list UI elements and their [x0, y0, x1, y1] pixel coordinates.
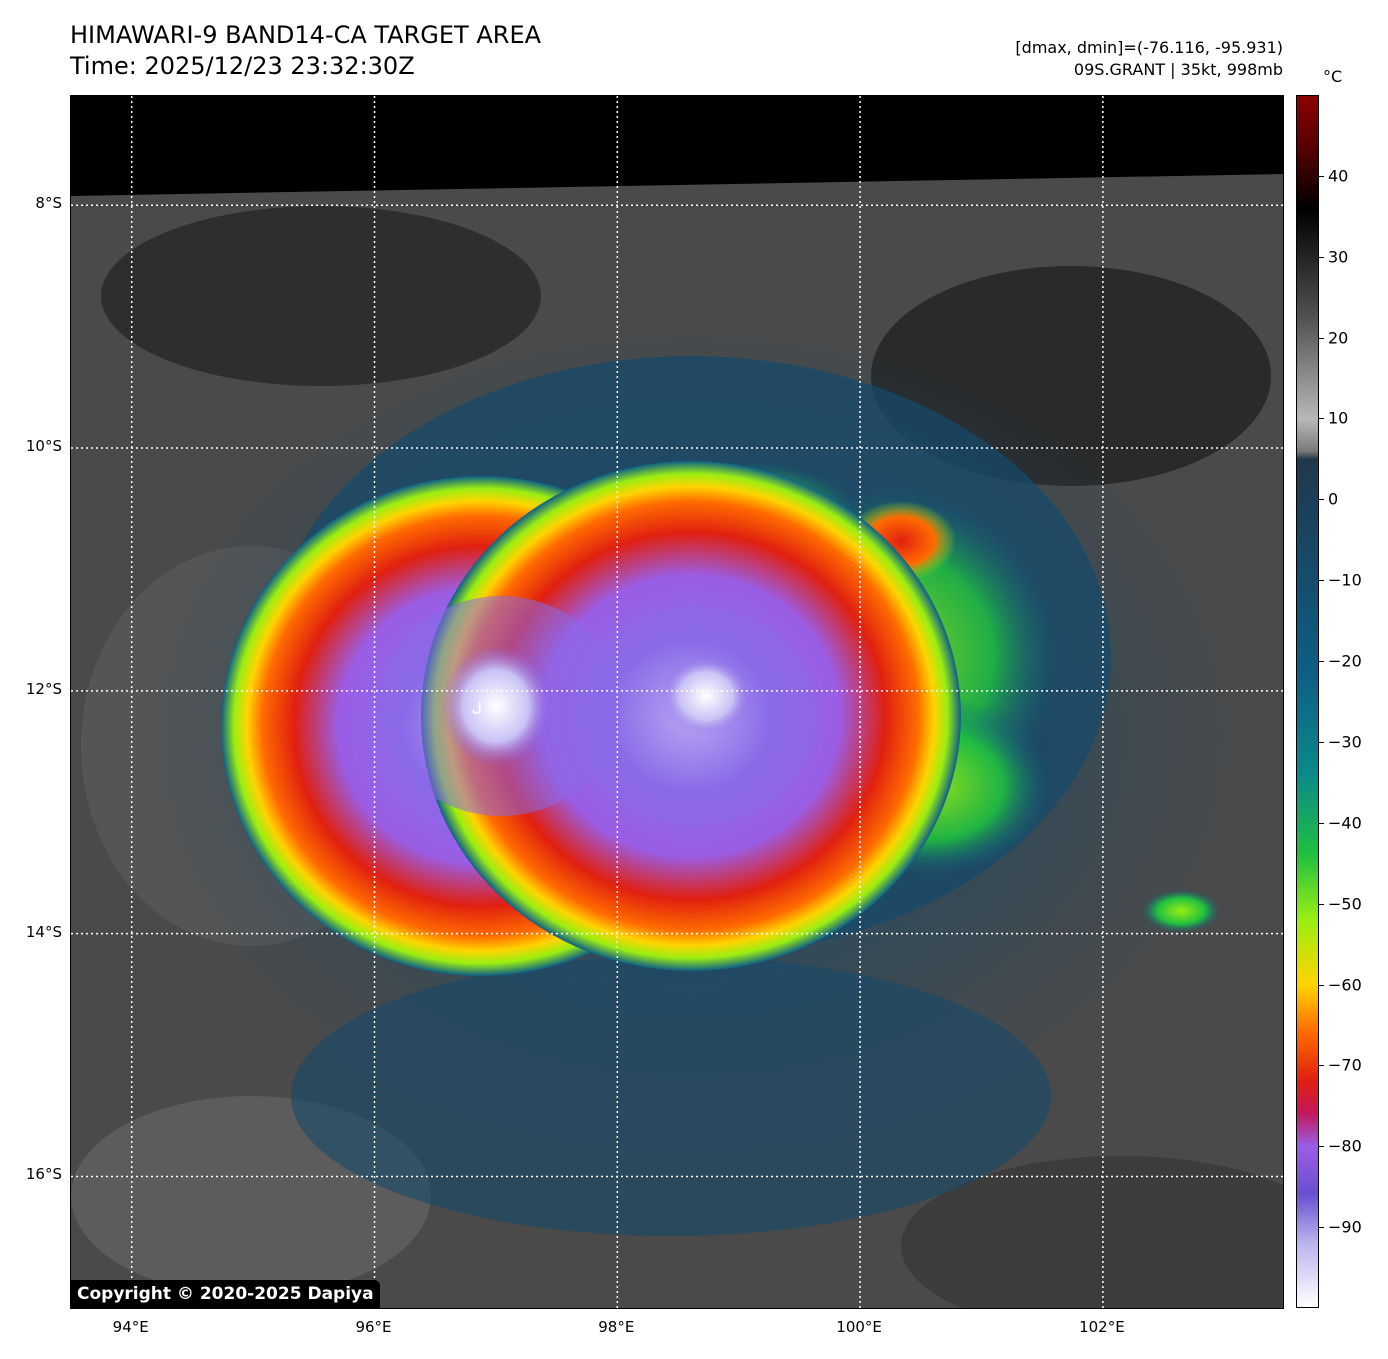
colorbar-tick-label: −50 [1328, 894, 1362, 914]
colorbar-tick [1319, 175, 1324, 177]
colorbar-tick [1319, 741, 1324, 743]
longitude-label: 102°E [1079, 1318, 1125, 1336]
longitude-label: 96°E [355, 1318, 392, 1336]
colorbar-tick [1319, 337, 1324, 339]
no-data-region [71, 96, 1283, 196]
colorbar-tick [1319, 903, 1324, 905]
colorbar-tick [1319, 418, 1324, 420]
latitude-label: 16°S [25, 1165, 62, 1184]
colorbar-tick-label: −10 [1328, 570, 1362, 590]
clear-sky-patch [901, 1156, 1283, 1308]
colorbar-tick-label: −40 [1328, 813, 1362, 833]
colorbar-tick-label: 40 [1328, 166, 1349, 186]
cirrus-shield [291, 956, 1051, 1236]
satellite-map: ᒍ Copyright © 2020-2025 Dapiya [70, 95, 1284, 1309]
longitude-label: 94°E [112, 1318, 149, 1336]
colorbar-tick-label: 30 [1328, 247, 1349, 267]
colorbar-tick [1319, 1065, 1324, 1067]
colorbar-tick [1319, 984, 1324, 986]
chart-title: HIMAWARI-9 BAND14-CA TARGET AREA [70, 21, 542, 49]
latitude-label: 8°S [35, 194, 62, 213]
graticule [71, 96, 1283, 1308]
colorbar-tick-label: −20 [1328, 651, 1362, 671]
chart-time: Time: 2025/12/23 23:32:30Z [70, 52, 415, 80]
colorbar-tick [1319, 1146, 1324, 1148]
longitude-label: 98°E [598, 1318, 635, 1336]
latitude-label: 12°S [25, 679, 62, 698]
dmax-dmin-readout: [dmax, dmin]=(-76.116, -95.931) [1015, 38, 1283, 57]
colorbar-tick-label: 10 [1328, 408, 1349, 428]
overshooting-top [441, 646, 551, 766]
colorbar-tick [1319, 822, 1324, 824]
colorbar-tick [1319, 499, 1324, 501]
colorbar-tick [1319, 580, 1324, 582]
rain-band [1141, 889, 1221, 933]
colorbar-tick [1319, 1227, 1324, 1229]
latitude-label: 14°S [25, 922, 62, 941]
colorbar-tick-label: −80 [1328, 1136, 1362, 1156]
storm-info: 09S.GRANT | 35kt, 998mb [1073, 60, 1283, 79]
colorbar-tick [1319, 661, 1324, 663]
colorbar-tick-label: 0 [1328, 489, 1339, 509]
colorbar-tick [1319, 256, 1324, 258]
copyright-badge: Copyright © 2020-2025 Dapiya [71, 1280, 380, 1308]
longitude-label: 100°E [836, 1318, 882, 1336]
colorbar-tick-label: 20 [1328, 328, 1349, 348]
colorbar-tick-label: −90 [1328, 1217, 1362, 1237]
latitude-label: 10°S [25, 437, 62, 456]
temperature-colorbar [1296, 95, 1319, 1308]
satellite-image: ᒍ [71, 96, 1283, 1308]
colorbar-tick-label: −30 [1328, 732, 1362, 752]
clear-sky-patch [101, 206, 541, 386]
colorbar-tick-label: −70 [1328, 1055, 1362, 1075]
colorbar-unit: °C [1323, 67, 1343, 86]
colorbar-tick-label: −60 [1328, 975, 1362, 995]
tropical-storm-icon: ᒍ [472, 699, 482, 718]
overshooting-top [661, 656, 751, 736]
